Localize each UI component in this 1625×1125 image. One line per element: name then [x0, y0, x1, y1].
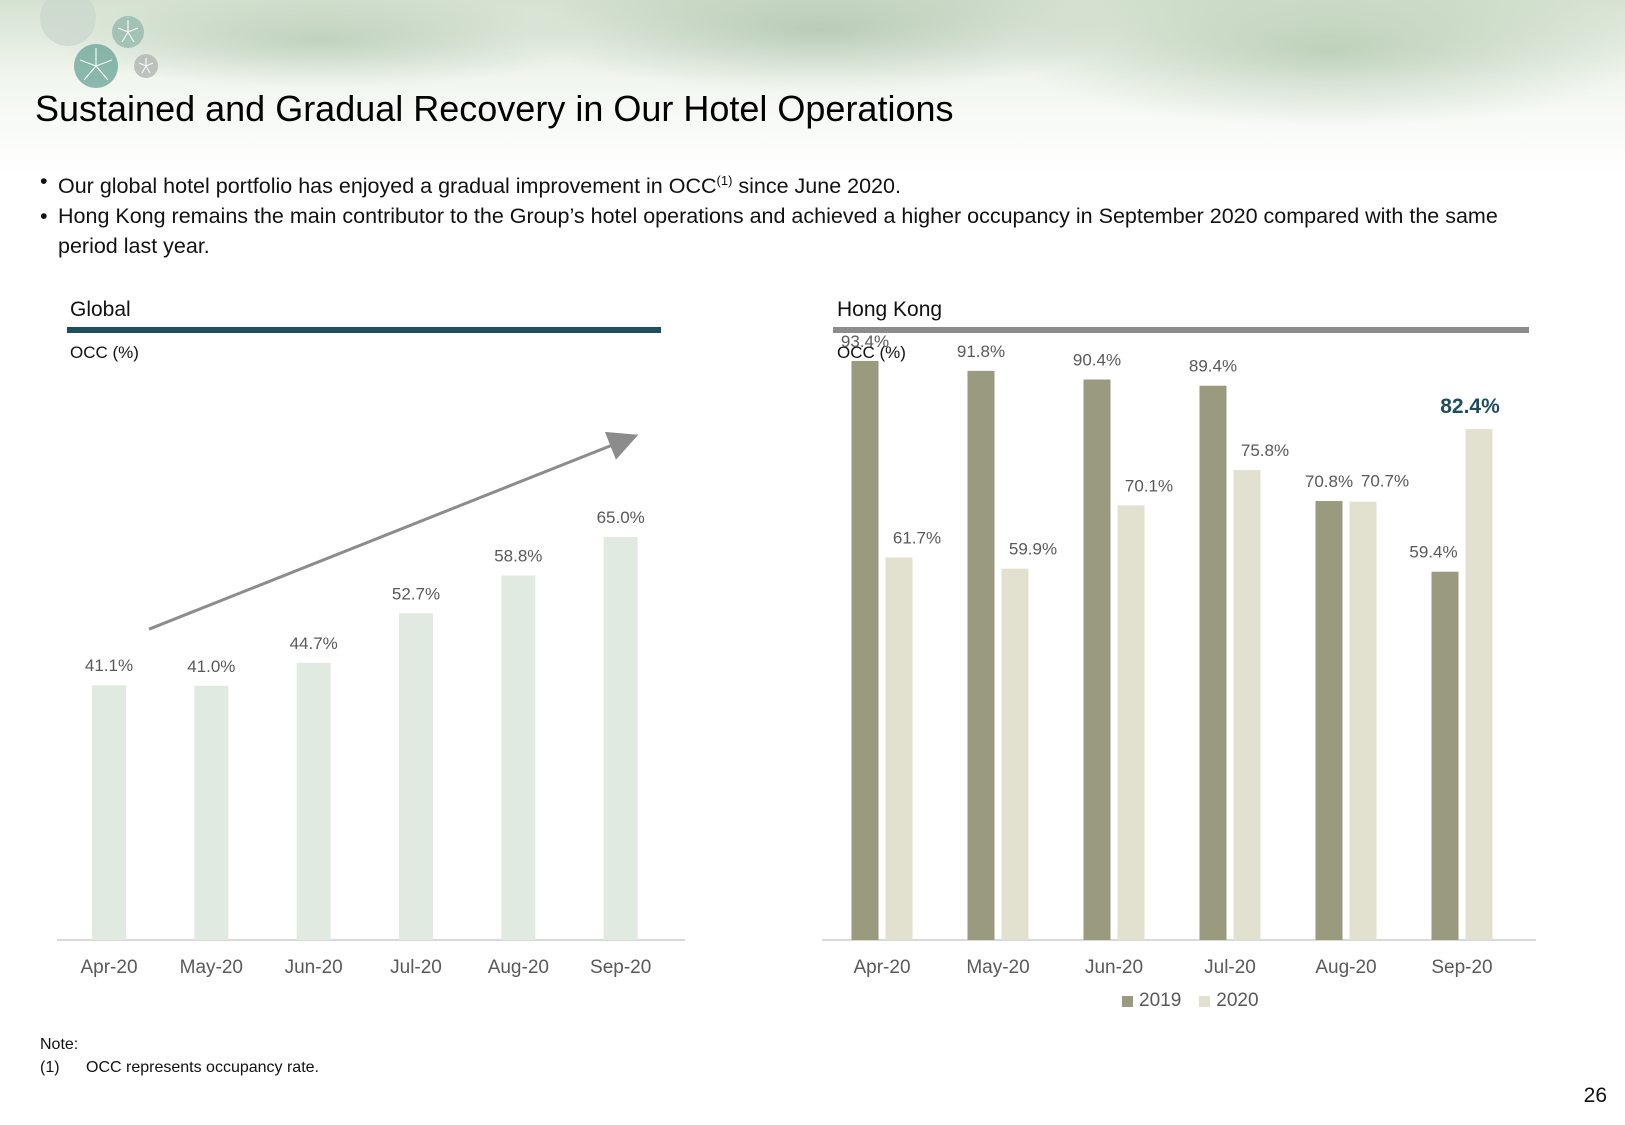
- legend-label-2020: 2020: [1216, 990, 1259, 1011]
- footnote-text: OCC represents occupancy rate.: [86, 1059, 319, 1076]
- hk-bar-2020-jul-20: [1233, 470, 1261, 940]
- hk-bar-2019-jun-20: [1083, 379, 1111, 940]
- hk-data-label-2019: 91.8%: [957, 342, 1005, 361]
- page-number: 26: [1583, 1084, 1607, 1107]
- hk-data-label-2019: 89.4%: [1189, 357, 1237, 376]
- hk-x-tick-label: Jun-20: [1085, 957, 1143, 978]
- hk-bar-2019-apr-20: [851, 360, 879, 940]
- global-bar-sep-20: [603, 537, 638, 940]
- hk-data-label-2020: 61.7%: [893, 528, 941, 547]
- global-data-label: 41.0%: [187, 657, 235, 676]
- global-panel-title: Global: [70, 298, 131, 321]
- hk-data-label-2020: 59.9%: [1009, 540, 1057, 559]
- bullet-text: Our global hotel portfolio has enjoyed a…: [58, 174, 717, 198]
- bullet-text: Hong Kong remains the main contributor t…: [58, 204, 1498, 258]
- global-data-label: 41.1%: [85, 656, 133, 675]
- global-bar-jul-20: [399, 613, 433, 940]
- legend-item-2020: 2020: [1199, 990, 1259, 1012]
- hk-title-rule: [833, 327, 1529, 333]
- global-x-tick-label: Apr-20: [80, 957, 137, 978]
- hk-legend: 2019 2020: [1122, 990, 1259, 1012]
- hk-bar-2020-may-20: [1001, 568, 1029, 940]
- global-title-rule: [67, 327, 661, 333]
- hk-bar-2019-aug-20: [1315, 501, 1343, 940]
- bullet-glyph: •: [40, 169, 48, 193]
- global-data-label: 58.8%: [494, 546, 542, 565]
- hk-panel-title: Hong Kong: [837, 298, 943, 321]
- global-x-tick-label: Jun-20: [285, 957, 343, 978]
- global-bar-aug-20: [501, 575, 536, 940]
- hk-bar-2019-sep-20: [1431, 571, 1459, 940]
- hk-bar-2020-sep-20: [1465, 429, 1493, 940]
- global-x-tick-label: Aug-20: [488, 957, 549, 978]
- footnote-marker: (1): [716, 173, 733, 188]
- hk-ylabel: OCC (%): [837, 343, 906, 362]
- hk-bar-2020-aug-20: [1349, 501, 1377, 940]
- hk-x-tick-label: Sep-20: [1431, 957, 1492, 978]
- global-bar-apr-20: [92, 685, 126, 940]
- legend-label-2019: 2019: [1139, 990, 1182, 1011]
- legend-swatch-2019: [1122, 995, 1133, 1007]
- hk-bar-2019-may-20: [967, 370, 995, 941]
- hk-data-label-2019: 90.4%: [1073, 351, 1121, 370]
- bullet-item: • Hong Kong remains the main contributor…: [38, 201, 1558, 261]
- hk-bar-2020-apr-20: [885, 557, 913, 940]
- global-ylabel: OCC (%): [70, 343, 139, 362]
- footnote-heading: Note:: [40, 1036, 79, 1053]
- hk-data-label-2020: 75.8%: [1241, 441, 1289, 460]
- bullet-text-tail: since June 2020.: [732, 174, 901, 198]
- hk-bar-2019-jul-20: [1199, 385, 1227, 941]
- global-data-label: 44.7%: [290, 634, 338, 653]
- legend-swatch-2020: [1199, 995, 1211, 1007]
- hk-bar-2020-jun-20: [1117, 505, 1145, 940]
- global-x-tick-label: Sep-20: [590, 957, 651, 978]
- bullet-list: • Our global hotel portfolio has enjoyed…: [38, 166, 1558, 261]
- hk-x-tick-label: Apr-20: [853, 957, 910, 978]
- page-title: Sustained and Gradual Recovery in Our Ho…: [35, 88, 954, 129]
- hk-x-tick-label: May-20: [966, 957, 1029, 978]
- legend-item-2019: 2019: [1122, 990, 1181, 1012]
- hk-data-label-2020: 70.1%: [1125, 476, 1173, 495]
- global-bar-jun-20: [296, 662, 331, 940]
- bullet-glyph: •: [40, 204, 48, 228]
- global-data-label: 65.0%: [597, 508, 645, 527]
- header-banner: [0, 0, 1625, 175]
- global-x-tick-label: May-20: [180, 957, 243, 978]
- hk-data-label-2020: 70.7%: [1361, 472, 1409, 491]
- hk-x-tick-label: Jul-20: [1204, 957, 1256, 978]
- hk-highlight-label: 82.4%: [1440, 395, 1500, 418]
- trend-arrow-icon: [148, 431, 639, 631]
- hk-data-label-2019: 59.4%: [1409, 543, 1457, 562]
- global-data-label: 52.7%: [392, 584, 440, 603]
- footnote-item: (1) OCC represents occupancy rate.: [40, 1056, 319, 1079]
- hk-data-label-2019: 93.4%: [841, 332, 889, 351]
- global-x-tick-label: Jul-20: [390, 957, 442, 978]
- tree-logo-icon: [40, 0, 158, 88]
- bullet-item: • Our global hotel portfolio has enjoyed…: [38, 166, 1558, 201]
- hk-data-label-2019: 70.8%: [1305, 472, 1353, 491]
- footnote: Note: (1) OCC represents occupancy rate.: [40, 1033, 319, 1079]
- global-bar-may-20: [194, 685, 229, 940]
- footnote-number: (1): [40, 1059, 60, 1076]
- hk-x-tick-label: Aug-20: [1315, 957, 1376, 978]
